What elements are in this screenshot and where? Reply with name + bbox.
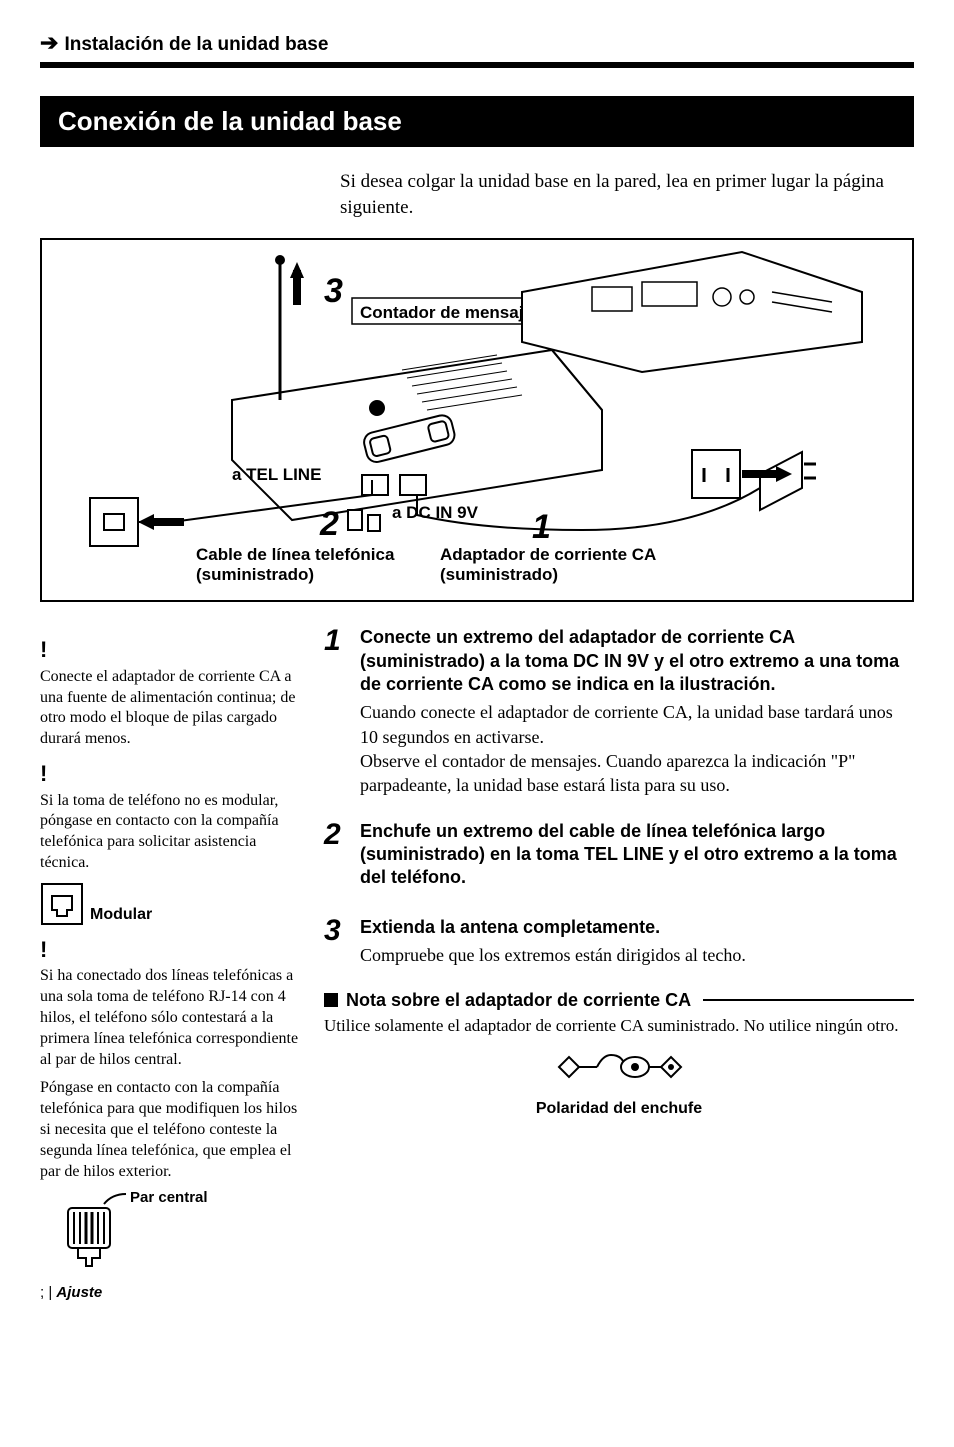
breadcrumb-text: Instalación de la unidad base [64,34,328,55]
footer-word: Ajuste [56,1284,102,1301]
rj14-label: Par central [130,1188,208,1208]
footer-tag: ; | Ajuste [40,1283,300,1303]
breadcrumb: ➔ Instalación de la unidad base [40,30,914,56]
note-title: Nota sobre el adaptador de corriente CA [346,990,691,1011]
step-3-heading: Extienda la antena completamente. [360,916,914,939]
step-number: 1 [324,626,348,797]
plug-caption: Polaridad del enchufe [324,1100,914,1118]
step-3-text: Compruebe que los extremos están dirigid… [360,943,914,967]
side-notes-column: ! Conecte el adaptador de corriente CA a… [40,626,300,1302]
diagram-num-1: 1 [532,508,551,546]
step-number: 2 [324,820,348,894]
side-note-1: Conecte el adaptador de corriente CA a u… [40,667,300,750]
plug-polarity-icon [549,1045,689,1089]
side-note-3b: Póngase en contacto con la compañía tele… [40,1078,300,1182]
step-number: 3 [324,916,348,968]
step-1-heading: Conecte un extremo del adaptador de corr… [360,626,914,696]
intro-text: Si desea colgar la unidad base en la par… [340,169,914,220]
step-1: 1 Conecte un extremo del adaptador de co… [324,626,914,797]
side-note-2: Si la toma de teléfono no es modular, pó… [40,791,300,874]
footer-prefix: ; | [40,1284,52,1301]
connection-diagram: 3 Contador de mensajes [40,238,914,602]
modular-label: Modular [90,905,152,926]
diagram-phone-cable-label: Cable de línea telefónica [196,545,395,564]
diagram-label-counter: Contador de mensajes [360,303,542,322]
modular-jack-figure: Modular [40,882,300,926]
step-2-heading: Enchufe un extremo del cable de línea te… [360,820,914,890]
step-3: 3 Extienda la antena completamente. Comp… [324,916,914,968]
divider [40,62,914,68]
alert-icon: ! [40,636,300,665]
diagram-label-tel-line: a TEL LINE [232,465,321,484]
rj14-figure: Par central [40,1190,300,1279]
alert-icon: ! [40,760,300,789]
diagram-num-3: 3 [324,272,343,310]
modular-jack-icon [40,882,84,926]
square-bullet-icon [324,993,338,1007]
section-title: Conexión de la unidad base [40,96,914,147]
diagram-ac-adapter-label: Adaptador de corriente CA [440,545,656,564]
steps-column: 1 Conecte un extremo del adaptador de co… [324,626,914,1302]
rule-line [703,999,914,1001]
step-2: 2 Enchufe un extremo del cable de línea … [324,820,914,894]
diagram-num-2: 2 [319,505,339,543]
ac-adapter-note: Nota sobre el adaptador de corriente CA … [324,990,914,1119]
step-1-text: Cuando conecte el adaptador de corriente… [360,700,914,797]
alert-icon: ! [40,936,300,965]
side-note-3a: Si ha conectado dos líneas telefónicas a… [40,966,300,1070]
note-text: Utilice solamente el adaptador de corrie… [324,1015,914,1038]
diagram-ac-supplied: (suministrado) [440,565,558,584]
diagram-phone-supplied: (suministrado) [196,565,314,584]
diagram-label-dc-in: a DC IN 9V [392,503,479,522]
arrow-right-icon: ➔ [40,30,58,55]
